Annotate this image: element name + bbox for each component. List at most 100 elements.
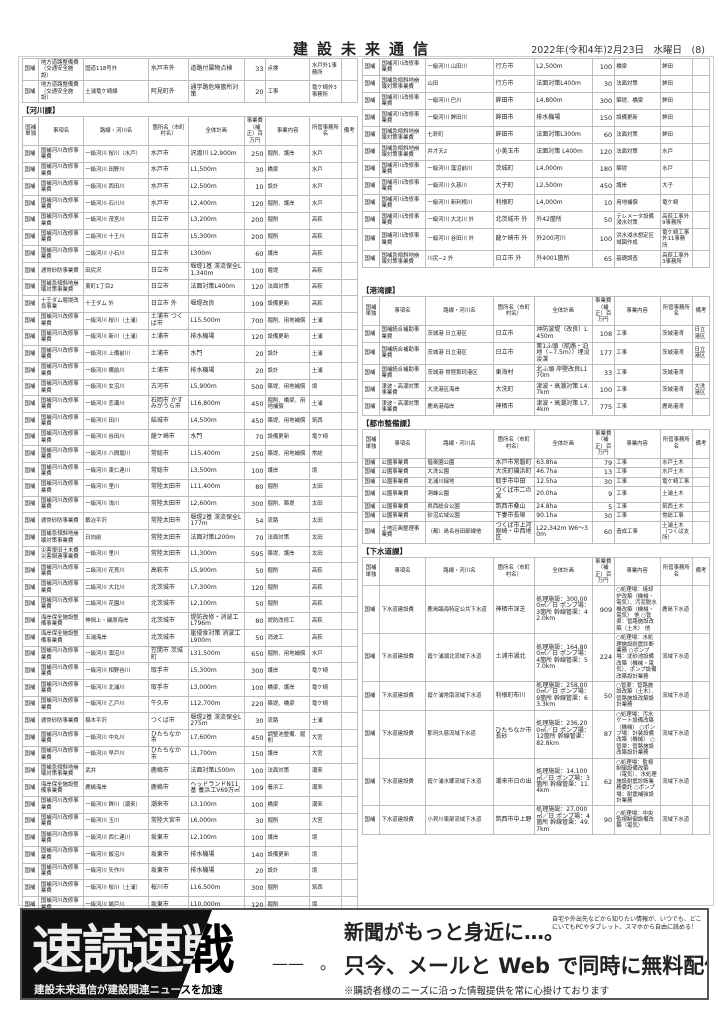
- route-river-name-cell: 鹿島臨海特定公共下水道: [424, 585, 494, 635]
- subsidy-type-cell: 国補: [21, 328, 40, 347]
- remarks-cell: [691, 109, 711, 127]
- overall-plan-cell: L16,800m: [187, 395, 245, 414]
- remarks-cell: [691, 709, 711, 759]
- office-name-cell: 高萩工事外9事務所: [659, 211, 693, 229]
- project-cost-cell: 70: [243, 528, 267, 547]
- office-name-cell: 土浦: [309, 328, 342, 347]
- item-name-cell: 公園事業費: [379, 476, 426, 487]
- table-row: 国補 国補河川改修事業費 一級河川 上備前川 土浦市 水門 20 設計 土浦: [21, 345, 359, 363]
- subsidy-type-cell: 国補: [21, 278, 40, 297]
- work-content-cell: 築堤: [613, 160, 661, 178]
- route-river-name-cell: 一級河川 新川（土浦）: [82, 328, 150, 347]
- route-river-name-cell: 小貝川東部流域下水道: [424, 805, 494, 835]
- work-content-cell: ○処理場：監視制御設備改築（電気）、水処理施設耐震診断業務委託 ○ポンプ場：耐震…: [613, 757, 661, 807]
- overall-plan-cell: 水門: [187, 345, 245, 363]
- overall-plan-cell: 排水機場: [187, 845, 245, 864]
- location-cell: 土浦市: [148, 362, 189, 380]
- work-content-cell: 基礎調査: [613, 250, 661, 269]
- overall-plan-cell: L5,300m: [187, 228, 245, 247]
- project-cost-cell: 700: [243, 311, 267, 330]
- location-cell: 日立市: [148, 261, 189, 280]
- overall-plan-cell: 崖侵食対策 消波工L900m: [187, 629, 245, 647]
- item-name-cell: 国補河川改修事業費: [379, 194, 426, 212]
- item-name-cell: 海岸保全施設整備事業費: [38, 612, 84, 630]
- route-river-name-cell: 茨城港 常陸那珂港区: [424, 364, 494, 383]
- ad-logo: 速読速戦: [32, 921, 234, 981]
- remarks-cell: [340, 278, 359, 297]
- overall-plan-cell: L5,900m: [187, 378, 245, 397]
- office-name-cell: 土浦: [309, 712, 342, 731]
- table-row: 国補 災害復旧土木費 災害関連事業費 一級河川 里川 常陸太田市 L1,300m 595 築…: [21, 545, 359, 564]
- office-name-cell: 竜ケ崎: [659, 194, 693, 212]
- office-name-cell: 筑西: [309, 879, 342, 897]
- overall-plan-cell: 処理施設：27,000㎥／日 ポンプ場：4箇所 幹線管渠：49.7km: [533, 805, 593, 835]
- subsidy-type-cell: 国補: [21, 578, 40, 597]
- overall-plan-cell: L4,000m: [533, 160, 593, 178]
- subsidy-type-cell: 国補: [21, 645, 40, 664]
- remarks-cell: [691, 501, 711, 513]
- work-content-cell: 堤防改修工: [265, 612, 311, 630]
- column-header-work-content: 事業内容: [613, 556, 661, 587]
- subsidy-type-cell: 国補: [21, 562, 40, 580]
- overall-plan-cell: 排水機場: [187, 362, 245, 380]
- overall-plan-cell: L2,500m: [187, 178, 245, 197]
- office-name-cell: 筑西: [309, 412, 342, 430]
- location-cell: 北茨城市: [148, 629, 189, 647]
- subsidy-type-cell: 国補: [21, 679, 40, 697]
- subsidy-type-cell: 国補: [21, 362, 40, 380]
- table-row: 国補 国補急傾斜地崩壊対策事業費 川尻−2 外日立市 外外4001箇所 65 基礎調査高…: [362, 250, 711, 269]
- overall-plan-cell: ヘッドランドN11基 養浜工V69万㎥: [187, 779, 245, 797]
- column-header-office-name: 所管事務所名: [309, 116, 342, 147]
- table-header-row: 国補単独 事項名 路線・河川名 箇所名（市町村名） 全体計画 事業費（補正）百万円 事業内容…: [362, 556, 711, 587]
- office-name-cell: 高萩: [309, 295, 342, 313]
- remarks-cell: [340, 328, 359, 347]
- table-row: 国補 国補河川改修事業費 一級河川 西仁連川 坂東市 L2,100m 100 護岸境: [21, 829, 359, 847]
- overall-plan-cell: 90.1ha: [533, 511, 593, 522]
- table-row: 国補 国補河川改修事業費 一級河川 石川川 水戸市 L2,400m 120 掘削、護岸 水戸: [21, 195, 359, 213]
- location-cell: 日立市 外: [148, 295, 189, 313]
- table-row: 国補 国補急傾斜地崩壊対策事業費 弁才天2 小美玉市 法面対策 L400m 120 法面対策…: [362, 143, 711, 161]
- subsidy-type-cell: 国補: [362, 211, 380, 229]
- subsidy-type-cell: 国補: [362, 709, 380, 759]
- remarks-cell: [691, 227, 711, 252]
- office-name-cell: 常総工事: [659, 511, 693, 522]
- project-cost-cell: 80: [243, 478, 267, 497]
- project-cost-cell: 100: [243, 762, 267, 781]
- subsidy-type-cell: 国補: [362, 501, 380, 513]
- table-row: 国補 国補河川改修事業費 一級河川 桜川（土浦） 桜川市 L16,500m 300 掘削 筑西: [21, 879, 359, 897]
- project-cost-cell: 109: [243, 295, 267, 313]
- table-row: 国補 国補河川改修事業費 二級河川 花園川 北茨城市 L2,100m 50 掘削 高萩: [21, 595, 359, 614]
- office-name-cell: 竜ケ崎: [309, 679, 342, 697]
- subsidy-type-cell: 国補: [362, 585, 380, 635]
- remarks-cell: [691, 160, 711, 178]
- route-river-name-cell: 一級河川 西仁連川: [82, 829, 150, 847]
- location-cell: 取手市: [148, 679, 189, 697]
- office-name-cell: 鉾田: [659, 92, 693, 110]
- work-content-cell: 橋梁: [613, 58, 661, 76]
- remarks-cell: [691, 585, 711, 635]
- item-name-cell: 国補河川改修事業費: [379, 227, 426, 252]
- location-cell: 龍ケ崎市: [148, 428, 189, 447]
- location-cell: 大洗町: [492, 381, 535, 400]
- item-name-cell: 国補河川改修事業費: [38, 378, 84, 397]
- remarks-cell: [340, 712, 359, 731]
- ad-note: 自宅や外出先などから知りたい情報が、いつでも、どこにいてもPCやタブレット、スマ…: [552, 916, 702, 931]
- table-row: 国補 下水道建設費 霞ケ浦水郷流域下水道 潮来市日の出 処理施設：14,100㎥／日 ポ…: [362, 757, 711, 807]
- table-header-row: 国補単独 事項名 路線・河川名 箇所名（市町村名） 全体計画 事業費（補正）百万円 事業内容…: [21, 116, 359, 147]
- work-content-cell: 養浜工: [265, 779, 311, 797]
- route-river-name-cell: 一級河川 中丸川: [82, 729, 150, 747]
- route-river-name-cell: 二級河川 大北川: [82, 578, 150, 597]
- remarks-cell: [340, 195, 359, 213]
- subsidy-type-cell: 国補: [362, 520, 380, 544]
- location-cell: 水戸市: [148, 145, 189, 163]
- item-name-cell: 国補河川改修事業費: [38, 245, 84, 263]
- overall-plan-cell: 北ふ頭 岸壁改良L170m: [533, 364, 593, 383]
- item-name-cell: 国補河川改修事業費: [38, 745, 84, 764]
- project-cost-cell: 100: [591, 58, 615, 76]
- subsidy-type-cell: 国補: [362, 109, 380, 127]
- item-name-cell: 国補河川改修事業費: [38, 862, 84, 881]
- route-river-name-cell: 茨城港 日立港区: [424, 324, 494, 343]
- subsidy-type-cell: 国補: [21, 295, 40, 313]
- project-cost-cell: 120: [243, 328, 267, 347]
- work-content-cell: 護岸: [265, 462, 311, 480]
